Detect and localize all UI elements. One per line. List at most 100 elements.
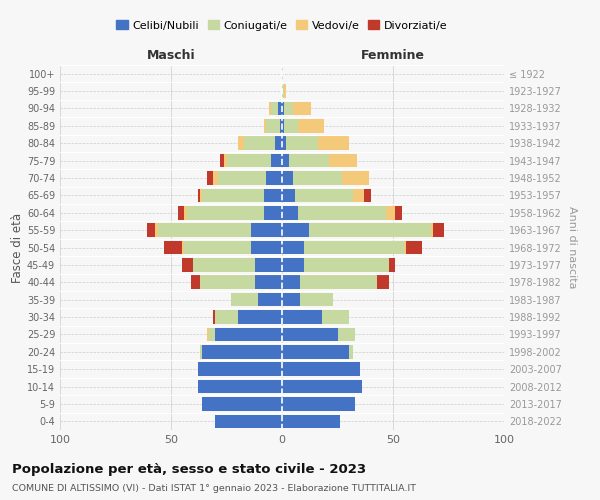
Bar [308, 224, 431, 237]
Bar [164, 240, 182, 254]
Bar [202, 188, 264, 202]
Bar [300, 293, 333, 306]
Bar [264, 188, 282, 202]
Bar [184, 206, 187, 220]
Bar [251, 224, 282, 237]
Bar [282, 258, 304, 272]
Bar [278, 102, 282, 115]
Bar [298, 119, 324, 132]
Bar [284, 84, 286, 98]
Legend: Celibi/Nubili, Coniugati/e, Vedovi/e, Divorziati/e: Celibi/Nubili, Coniugati/e, Vedovi/e, Di… [112, 16, 452, 35]
Bar [280, 119, 282, 132]
Bar [282, 293, 300, 306]
Bar [266, 119, 280, 132]
Bar [282, 240, 304, 254]
Bar [293, 102, 311, 115]
Text: Maschi: Maschi [146, 48, 196, 62]
Bar [300, 276, 377, 289]
Bar [322, 310, 349, 324]
Bar [386, 206, 395, 220]
Text: Popolazione per età, sesso e stato civile - 2023: Popolazione per età, sesso e stato civil… [12, 462, 366, 475]
Bar [289, 154, 329, 168]
Bar [282, 154, 289, 168]
Bar [286, 136, 317, 150]
Text: Femmine: Femmine [361, 48, 425, 62]
Bar [282, 362, 360, 376]
Bar [202, 397, 282, 410]
Bar [282, 171, 293, 185]
Bar [182, 240, 184, 254]
Bar [184, 240, 251, 254]
Bar [197, 362, 282, 376]
Bar [271, 154, 282, 168]
Text: COMUNE DI ALTISSIMO (VI) - Dati ISTAT 1° gennaio 2023 - Elaborazione TUTTITALIA.: COMUNE DI ALTISSIMO (VI) - Dati ISTAT 1°… [12, 484, 416, 493]
Bar [193, 258, 256, 272]
Bar [269, 102, 271, 115]
Bar [282, 380, 362, 394]
Bar [256, 258, 282, 272]
Bar [284, 102, 293, 115]
Bar [187, 206, 264, 220]
Bar [282, 328, 337, 341]
Bar [282, 84, 284, 98]
Bar [298, 206, 386, 220]
Bar [389, 258, 395, 272]
Bar [353, 188, 364, 202]
Bar [238, 310, 282, 324]
Bar [215, 414, 282, 428]
Bar [337, 328, 355, 341]
Bar [206, 171, 213, 185]
Bar [244, 136, 275, 150]
Bar [155, 224, 158, 237]
Y-axis label: Anni di nascita: Anni di nascita [568, 206, 577, 289]
Bar [282, 188, 295, 202]
Bar [295, 188, 353, 202]
Bar [215, 310, 238, 324]
Bar [342, 171, 368, 185]
Bar [282, 414, 340, 428]
Bar [275, 136, 282, 150]
Bar [227, 154, 271, 168]
Bar [206, 328, 209, 341]
Bar [431, 224, 433, 237]
Bar [271, 102, 278, 115]
Bar [329, 154, 358, 168]
Bar [377, 276, 389, 289]
Bar [282, 206, 298, 220]
Bar [251, 240, 282, 254]
Bar [191, 276, 200, 289]
Bar [282, 102, 284, 115]
Y-axis label: Fasce di età: Fasce di età [11, 212, 24, 282]
Bar [282, 224, 308, 237]
Bar [200, 276, 256, 289]
Bar [282, 276, 300, 289]
Bar [220, 154, 224, 168]
Bar [257, 293, 282, 306]
Bar [282, 310, 322, 324]
Bar [158, 224, 251, 237]
Bar [395, 206, 402, 220]
Bar [197, 380, 282, 394]
Bar [282, 345, 349, 358]
Bar [238, 136, 244, 150]
Bar [256, 276, 282, 289]
Bar [304, 240, 404, 254]
Bar [200, 188, 202, 202]
Bar [404, 240, 406, 254]
Bar [215, 328, 282, 341]
Bar [178, 206, 184, 220]
Bar [231, 293, 257, 306]
Bar [146, 224, 155, 237]
Bar [304, 258, 389, 272]
Bar [364, 188, 371, 202]
Bar [224, 154, 227, 168]
Bar [200, 345, 202, 358]
Bar [293, 171, 342, 185]
Bar [433, 224, 444, 237]
Bar [197, 188, 200, 202]
Bar [213, 310, 215, 324]
Bar [209, 328, 215, 341]
Bar [282, 397, 355, 410]
Bar [218, 171, 266, 185]
Bar [266, 171, 282, 185]
